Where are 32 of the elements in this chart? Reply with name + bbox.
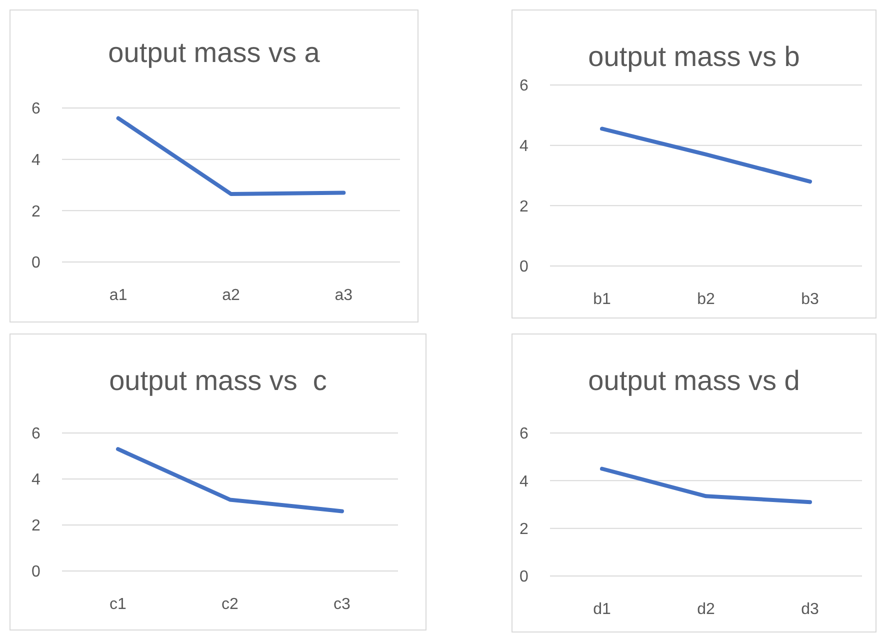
chart-title: output mass vs c <box>109 365 327 396</box>
x-tick-label: c3 <box>334 596 351 613</box>
y-tick-label: 0 <box>520 258 529 276</box>
x-tick-label: a3 <box>334 287 353 304</box>
y-tick-label: 2 <box>32 203 41 220</box>
y-tick-label: 4 <box>32 152 41 169</box>
x-tick-label: c1 <box>110 596 127 613</box>
y-tick-label: 2 <box>520 520 529 538</box>
y-tick-label: 4 <box>32 472 41 489</box>
x-tick-label: c2 <box>222 596 239 613</box>
y-tick-label: 6 <box>32 100 41 118</box>
y-tick-label: 6 <box>32 426 41 443</box>
y-tick-label: 6 <box>520 78 529 95</box>
y-tick-label: 4 <box>520 138 529 155</box>
x-tick-label: a1 <box>109 287 128 304</box>
x-tick-label: a2 <box>222 287 240 304</box>
y-tick-label: 2 <box>520 198 529 216</box>
chart-title: output mass vs b <box>588 41 800 72</box>
y-tick-label: 6 <box>520 426 529 443</box>
x-tick-label: b1 <box>593 291 611 308</box>
y-tick-label: 2 <box>32 518 41 535</box>
x-tick-label: d2 <box>697 601 715 618</box>
chart-title: output mass vs a <box>108 37 320 68</box>
y-tick-label: 0 <box>32 254 41 272</box>
y-tick-label: 0 <box>520 568 529 586</box>
x-tick-label: b3 <box>801 291 819 308</box>
y-tick-label: 4 <box>520 473 529 490</box>
x-tick-label: b2 <box>697 291 715 308</box>
y-tick-label: 0 <box>32 564 41 581</box>
x-tick-label: d1 <box>593 601 611 618</box>
x-tick-label: d3 <box>801 601 819 618</box>
chart-title: output mass vs d <box>588 365 800 396</box>
